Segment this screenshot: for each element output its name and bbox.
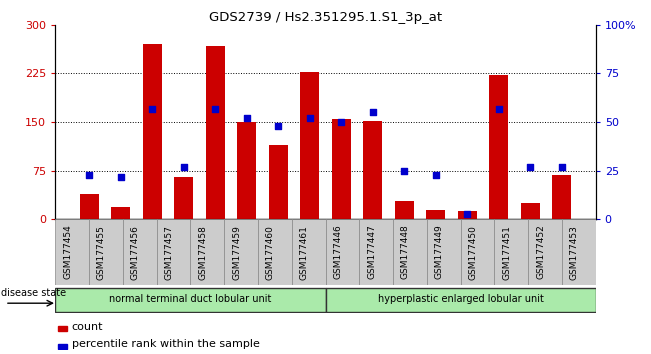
Point xyxy=(242,115,252,121)
Point xyxy=(462,211,473,216)
Bar xyxy=(55,288,325,312)
Point xyxy=(525,164,535,170)
Bar xyxy=(123,219,157,285)
Bar xyxy=(58,344,68,349)
Text: disease state: disease state xyxy=(1,289,66,298)
Text: GSM177454: GSM177454 xyxy=(63,225,72,279)
Bar xyxy=(427,219,461,285)
Title: GDS2739 / Hs2.351295.1.S1_3p_at: GDS2739 / Hs2.351295.1.S1_3p_at xyxy=(209,11,442,24)
Point xyxy=(210,105,221,111)
Text: GSM177455: GSM177455 xyxy=(97,225,106,280)
Point xyxy=(273,123,283,129)
Bar xyxy=(521,203,540,219)
Bar xyxy=(143,44,161,219)
Text: GSM177461: GSM177461 xyxy=(299,225,309,280)
Bar xyxy=(363,121,382,219)
Bar xyxy=(490,75,508,219)
Point xyxy=(84,172,94,177)
Bar xyxy=(174,177,193,219)
Bar xyxy=(206,46,225,219)
Text: GSM177452: GSM177452 xyxy=(536,225,545,279)
Bar xyxy=(332,119,351,219)
Bar xyxy=(326,288,596,312)
Bar xyxy=(80,194,99,219)
Bar xyxy=(157,219,191,285)
Point xyxy=(399,168,409,173)
Text: GSM177453: GSM177453 xyxy=(570,225,579,280)
Point xyxy=(305,115,315,121)
Text: GSM177446: GSM177446 xyxy=(333,225,342,279)
Text: GSM177460: GSM177460 xyxy=(266,225,275,280)
Bar xyxy=(58,326,68,331)
Point xyxy=(178,164,189,170)
Text: count: count xyxy=(72,322,103,332)
Bar xyxy=(238,122,256,219)
Text: GSM177456: GSM177456 xyxy=(131,225,140,280)
Text: GSM177457: GSM177457 xyxy=(165,225,174,280)
Bar xyxy=(269,145,288,219)
Text: hyperplastic enlarged lobular unit: hyperplastic enlarged lobular unit xyxy=(378,295,544,304)
Point xyxy=(147,105,158,111)
Bar xyxy=(300,72,319,219)
Bar xyxy=(292,219,326,285)
Point xyxy=(557,164,567,170)
Text: GSM177450: GSM177450 xyxy=(469,225,477,280)
Bar xyxy=(426,210,445,219)
Bar xyxy=(552,175,571,219)
Point xyxy=(430,172,441,177)
Point xyxy=(116,174,126,179)
Bar xyxy=(494,219,528,285)
Text: GSM177448: GSM177448 xyxy=(401,225,410,279)
Bar xyxy=(89,219,123,285)
Text: GSM177449: GSM177449 xyxy=(435,225,444,279)
Text: GSM177451: GSM177451 xyxy=(502,225,511,280)
Bar xyxy=(359,219,393,285)
Bar xyxy=(55,219,89,285)
Point xyxy=(336,119,346,125)
Bar xyxy=(528,219,562,285)
Bar xyxy=(326,219,359,285)
Bar xyxy=(562,219,596,285)
Text: normal terminal duct lobular unit: normal terminal duct lobular unit xyxy=(109,295,271,304)
Bar xyxy=(191,219,224,285)
Bar xyxy=(393,219,427,285)
Bar xyxy=(458,211,477,219)
Point xyxy=(493,105,504,111)
Text: percentile rank within the sample: percentile rank within the sample xyxy=(72,339,259,349)
Bar xyxy=(224,219,258,285)
Text: GSM177459: GSM177459 xyxy=(232,225,241,280)
Bar xyxy=(395,201,413,219)
Bar xyxy=(258,219,292,285)
Text: GSM177447: GSM177447 xyxy=(367,225,376,279)
Bar xyxy=(461,219,494,285)
Bar xyxy=(111,206,130,219)
Point xyxy=(368,110,378,115)
Text: GSM177458: GSM177458 xyxy=(199,225,207,280)
